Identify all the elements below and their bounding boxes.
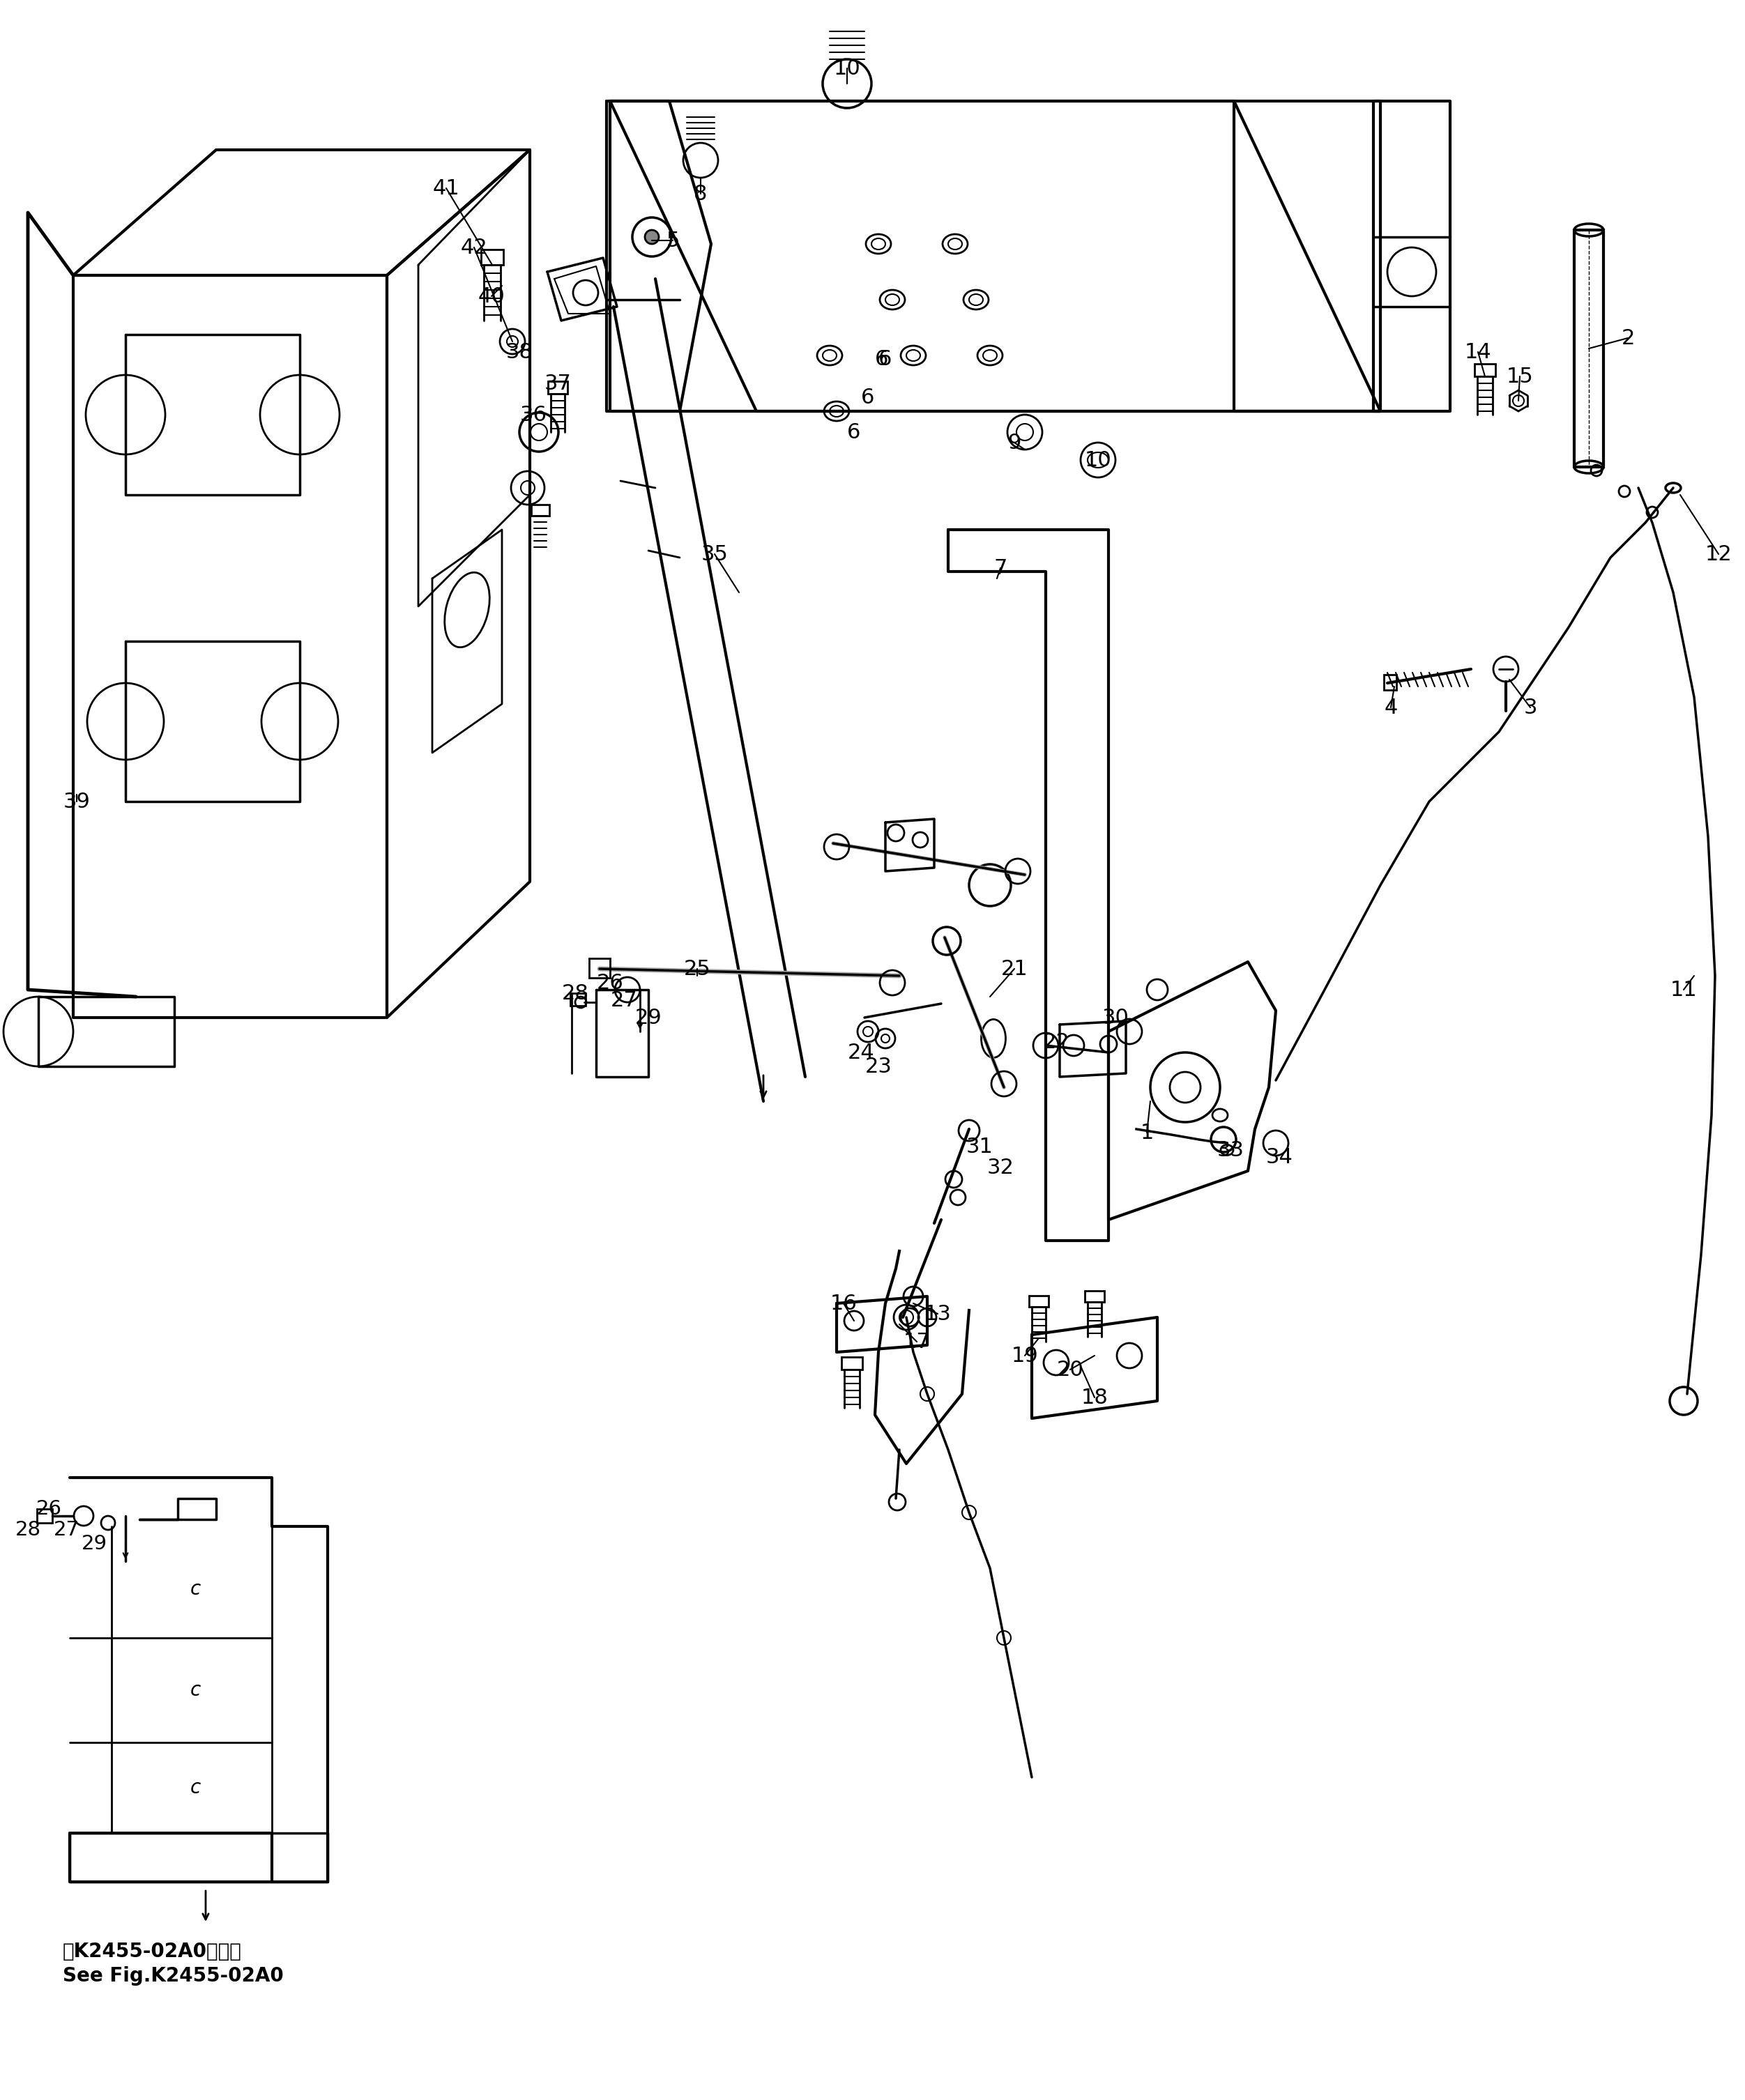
Text: 7: 7 <box>993 559 1007 578</box>
Text: 22: 22 <box>1044 1031 1070 1052</box>
Text: 28: 28 <box>16 1520 40 1539</box>
Text: 32: 32 <box>988 1157 1014 1178</box>
Text: 3: 3 <box>1523 697 1537 718</box>
Text: 28: 28 <box>562 983 588 1004</box>
Text: 9: 9 <box>1007 433 1021 454</box>
Text: 13: 13 <box>925 1304 951 1323</box>
Bar <box>571 993 586 1006</box>
Text: 6: 6 <box>876 349 888 370</box>
Bar <box>1030 1296 1049 1306</box>
Text: 42: 42 <box>461 237 487 258</box>
Text: 26: 26 <box>597 972 623 993</box>
Text: 33: 33 <box>1216 1140 1244 1159</box>
Circle shape <box>646 231 660 244</box>
Text: 24: 24 <box>848 1042 874 1063</box>
Text: 8: 8 <box>695 183 707 204</box>
Text: 38: 38 <box>506 342 532 361</box>
Text: 30: 30 <box>1101 1008 1129 1027</box>
Text: 1: 1 <box>1139 1124 1153 1142</box>
Text: c: c <box>190 1579 201 1598</box>
Bar <box>530 504 550 517</box>
Text: See Fig.K2455-02A0: See Fig.K2455-02A0 <box>63 1966 284 1987</box>
Text: 27: 27 <box>54 1520 79 1539</box>
Text: 29: 29 <box>635 1008 661 1027</box>
Text: 39: 39 <box>63 792 91 811</box>
Text: 10: 10 <box>834 59 860 78</box>
Text: 6: 6 <box>862 386 874 407</box>
Text: c: c <box>190 1680 201 1699</box>
Text: 17: 17 <box>904 1331 930 1352</box>
Text: 15: 15 <box>1506 365 1534 386</box>
Text: 35: 35 <box>701 544 728 565</box>
Bar <box>1384 674 1396 691</box>
Text: 31: 31 <box>967 1136 993 1157</box>
Text: 20: 20 <box>1057 1359 1084 1380</box>
Text: 37: 37 <box>544 374 571 393</box>
Bar <box>37 1510 52 1522</box>
Text: 25: 25 <box>684 960 710 979</box>
Text: 6: 6 <box>879 349 892 370</box>
Bar <box>590 958 611 979</box>
Text: 4: 4 <box>1384 697 1398 718</box>
Text: 23: 23 <box>866 1056 892 1077</box>
Text: c: c <box>190 1779 201 1798</box>
Text: 36: 36 <box>520 405 546 424</box>
Text: 5: 5 <box>667 231 679 250</box>
Text: 14: 14 <box>1464 342 1492 361</box>
Bar <box>841 1357 862 1369</box>
Text: 第K2455-02A0図参照: 第K2455-02A0図参照 <box>63 1943 243 1961</box>
Text: 11: 11 <box>1670 979 1698 1000</box>
Bar <box>548 382 567 395</box>
Text: 6: 6 <box>848 422 860 443</box>
Text: 27: 27 <box>611 989 637 1010</box>
Text: 10: 10 <box>1085 449 1112 470</box>
Bar <box>1085 1292 1105 1302</box>
Text: 21: 21 <box>1002 960 1028 979</box>
Bar <box>1574 231 1604 466</box>
Text: 2: 2 <box>1621 328 1635 349</box>
Text: 40: 40 <box>478 286 504 307</box>
Text: 12: 12 <box>1705 544 1733 565</box>
Text: 16: 16 <box>831 1294 857 1312</box>
Bar <box>482 250 503 265</box>
Text: 26: 26 <box>37 1499 61 1518</box>
Bar <box>1475 363 1495 376</box>
Text: 29: 29 <box>82 1535 106 1554</box>
Text: 41: 41 <box>433 179 459 197</box>
Text: 18: 18 <box>1080 1388 1108 1407</box>
Text: 19: 19 <box>1012 1346 1038 1365</box>
Text: 34: 34 <box>1265 1147 1293 1168</box>
